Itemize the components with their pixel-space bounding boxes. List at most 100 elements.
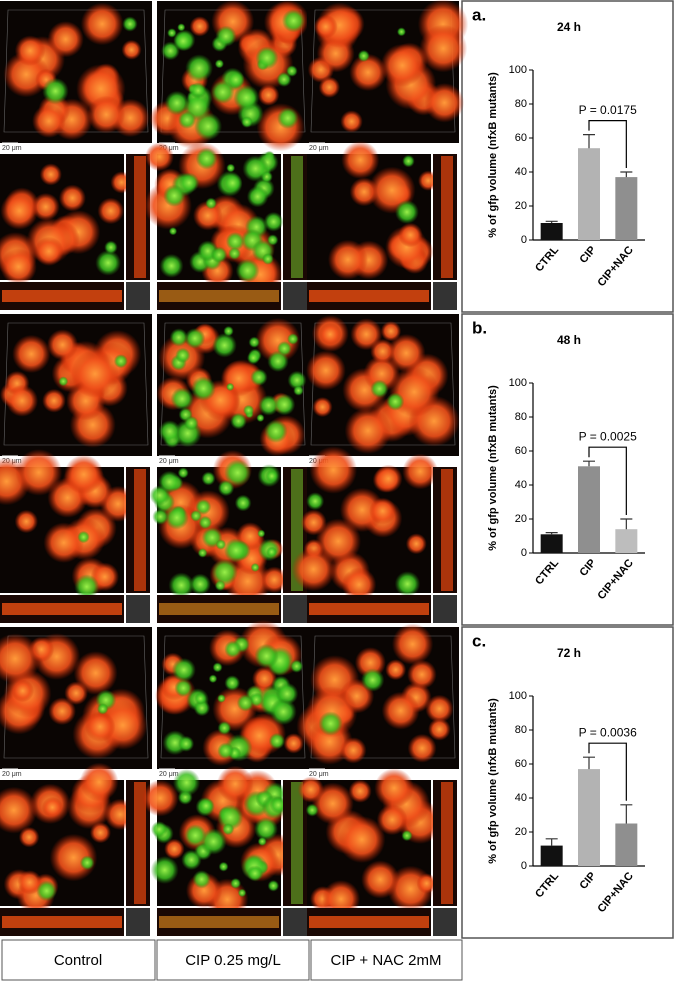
slice-corner xyxy=(126,282,150,310)
biofilm-blob xyxy=(360,668,385,692)
biofilm-blob xyxy=(58,376,69,387)
biofilm-blob xyxy=(236,694,255,712)
biofilm-blob xyxy=(260,566,288,594)
biofilm-blob xyxy=(339,487,385,533)
biofilm-blob xyxy=(217,721,232,735)
biofilm-blob xyxy=(380,321,402,342)
biofilm-blob xyxy=(41,796,63,818)
biofilm-blob xyxy=(173,31,194,52)
biofilm-blob xyxy=(170,387,194,411)
error-bar xyxy=(620,171,633,178)
scale-bar-label: 20 μm xyxy=(159,458,179,465)
x-tick-label: CTRL xyxy=(533,870,561,900)
biofilm-blob xyxy=(96,703,109,715)
panel-label: c. xyxy=(472,631,486,650)
y-tick-label: 40 xyxy=(515,792,527,804)
bar xyxy=(615,529,638,553)
slice-corner xyxy=(283,282,307,310)
biofilm-blob xyxy=(262,253,274,265)
biofilm-blob xyxy=(211,559,238,586)
biofilm-blob xyxy=(198,798,214,814)
biofilm-blob xyxy=(42,77,69,105)
biofilm-blob xyxy=(217,694,226,703)
biofilm-blob xyxy=(74,574,100,600)
error-bar xyxy=(545,838,558,846)
biofilm-blob xyxy=(0,786,38,834)
biofilm-blob xyxy=(195,147,218,170)
biofilm-blob xyxy=(212,332,237,358)
slice-corner xyxy=(126,595,150,623)
biofilm-blob xyxy=(255,46,279,70)
biofilm-blob xyxy=(246,185,269,208)
biofilm-blob xyxy=(201,471,216,486)
biofilm-blob xyxy=(214,579,226,592)
biofilm-blob xyxy=(191,376,216,401)
biofilm-blob xyxy=(311,782,354,825)
biofilm-blob xyxy=(0,191,39,230)
side-slice-band xyxy=(441,782,453,904)
significance-bracket xyxy=(588,742,627,801)
biofilm-blob xyxy=(309,446,358,494)
biofilm-blob xyxy=(218,861,229,872)
biofilm-blob xyxy=(224,675,241,691)
biofilm-blob xyxy=(159,253,184,278)
biofilm-blob xyxy=(263,211,284,232)
biofilm-blob xyxy=(142,779,179,817)
bar xyxy=(540,845,563,866)
biofilm-blob xyxy=(15,449,63,496)
biofilm-blob xyxy=(374,464,403,493)
error-bar xyxy=(583,134,595,149)
biofilm-blob xyxy=(290,659,304,673)
biofilm-blob xyxy=(36,880,57,902)
biofilm-blob xyxy=(252,666,278,692)
biofilm-blob xyxy=(174,679,193,698)
biofilm-blob xyxy=(267,879,280,892)
y-axis-label: % of gfp volume (nfxB mutants) xyxy=(487,698,499,864)
error-bar xyxy=(620,518,633,530)
y-axis-label: % of gfp volume (nfxB mutants) xyxy=(487,385,499,551)
bar xyxy=(578,466,600,553)
biofilm-blob xyxy=(327,239,368,280)
biofilm-blob xyxy=(235,258,260,283)
biofilm-blob xyxy=(18,826,40,848)
biofilm-blob xyxy=(222,823,235,836)
bar xyxy=(615,823,638,866)
side-slice-band xyxy=(441,469,453,591)
biofilm-blob xyxy=(121,39,142,60)
biofilm-blob xyxy=(223,538,249,563)
biofilm-blob xyxy=(47,329,79,361)
biofilm-blob xyxy=(266,546,278,558)
biofilm-blob xyxy=(189,16,210,37)
biofilm-blob xyxy=(77,530,90,544)
side-slice-band xyxy=(291,156,303,278)
biofilm-blob xyxy=(205,197,217,210)
error-bar xyxy=(583,756,595,770)
side-slice-band xyxy=(134,469,146,591)
biofilm-blob xyxy=(243,404,255,416)
p-value: P = 0.0175 xyxy=(579,103,637,117)
biofilm-blob xyxy=(12,334,51,374)
biofilm-blob xyxy=(276,71,292,87)
biofilm-blob xyxy=(267,350,289,373)
slice-corner xyxy=(283,908,307,936)
biofilm-blob xyxy=(164,90,190,116)
biofilm-blob xyxy=(181,849,202,871)
y-tick-label: 80 xyxy=(515,411,527,423)
biofilm-blob xyxy=(318,76,341,98)
x-tick-label: CIP+NAC xyxy=(595,557,635,602)
slice-corner xyxy=(433,908,457,936)
biofilm-blob xyxy=(34,236,64,266)
biofilm-blob xyxy=(369,497,397,525)
biofilm-blob xyxy=(183,415,199,431)
biofilm-blob xyxy=(145,142,174,172)
x-tick-label: CIP xyxy=(578,870,599,892)
biofilm-blob xyxy=(313,14,338,39)
chart-title: 72 h xyxy=(557,646,581,660)
p-value: P = 0.0036 xyxy=(579,725,637,739)
biofilm-blob xyxy=(168,572,195,599)
label-box xyxy=(310,939,463,981)
biofilm-blob xyxy=(222,173,243,193)
biofilm-blob xyxy=(80,2,124,46)
x-tick-label: CIP+NAC xyxy=(595,870,635,915)
scale-bar-label: 20 μm xyxy=(309,771,329,778)
